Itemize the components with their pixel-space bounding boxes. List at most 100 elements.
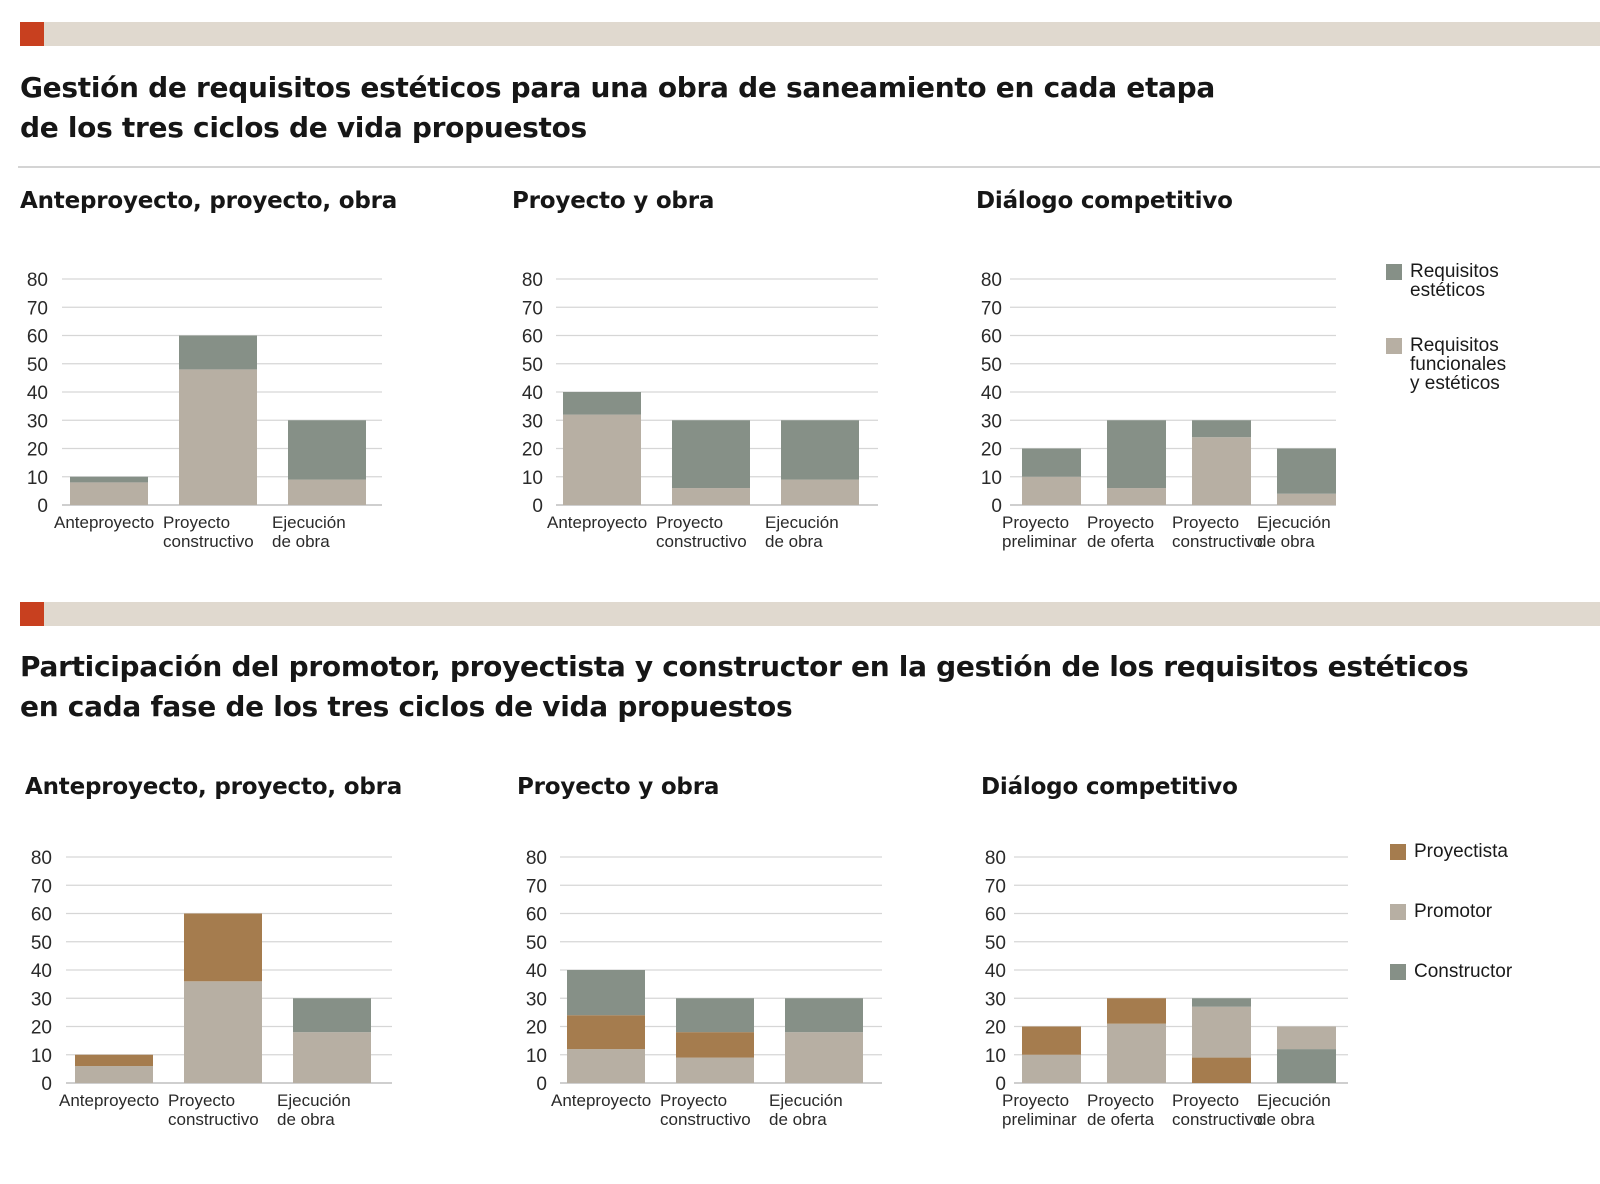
y-tick-label: 0: [37, 496, 48, 517]
y-tick-label: 80: [981, 270, 1002, 291]
chart-s2c3-title: Diálogo competitivo: [981, 774, 1238, 800]
y-tick-label: 0: [991, 496, 1002, 517]
x-tick-label: Proyecto: [1087, 513, 1154, 532]
section1-title-line1: Gestión de requisitos estéticos para una…: [20, 71, 1215, 104]
bar-segment-proyectista: [676, 1032, 754, 1058]
bar-segment-funcionales: [781, 479, 859, 505]
bar-segment-constructor: [785, 998, 863, 1033]
y-tick-label: 20: [981, 440, 1002, 461]
bar-segment-promotor: [293, 1032, 371, 1083]
x-tick-label: constructivo: [1172, 532, 1263, 551]
y-tick-label: 40: [985, 961, 1006, 982]
legend-label: Proyectista: [1414, 842, 1508, 861]
bar-segment-constructor: [1277, 1049, 1336, 1083]
bar-segment-constructor: [293, 998, 371, 1033]
y-tick-label: 50: [522, 355, 543, 376]
x-tick-label: Proyecto: [1002, 513, 1069, 532]
y-tick-label: 30: [981, 411, 1002, 432]
bar-segment-funcionales: [1277, 493, 1336, 505]
chart-s1c1-title: Anteproyecto, proyecto, obra: [20, 188, 398, 214]
bar-segment-esteticos: [781, 420, 859, 480]
y-tick-label: 70: [27, 298, 48, 319]
y-tick-label: 70: [981, 298, 1002, 319]
x-tick-label: Proyecto: [1087, 1091, 1154, 1110]
legend-label: Requisitos funcionales y estéticos: [1410, 336, 1506, 393]
y-tick-label: 40: [522, 383, 543, 404]
y-tick-label: 60: [522, 327, 543, 348]
y-tick-label: 20: [31, 1018, 52, 1039]
y-tick-label: 70: [985, 876, 1006, 897]
y-tick-label: 10: [27, 468, 48, 489]
x-tick-label: Proyecto: [168, 1091, 235, 1110]
y-tick-label: 80: [985, 848, 1006, 869]
bar-segment-promotor: [1107, 1023, 1166, 1083]
x-tick-label: de oferta: [1087, 532, 1155, 551]
x-tick-label: Proyecto: [656, 513, 723, 532]
y-tick-label: 0: [995, 1074, 1006, 1095]
bar-segment-esteticos: [672, 420, 750, 489]
legend-label-line: Proyectista: [1414, 841, 1508, 862]
y-tick-label: 20: [27, 440, 48, 461]
section1-title-line2: de los tres ciclos de vida propuestos: [20, 111, 587, 144]
legend-swatch-funcionales: [1386, 338, 1402, 354]
y-tick-label: 30: [526, 989, 547, 1010]
y-tick-label: 60: [526, 905, 547, 926]
legend-label-line: Constructor: [1414, 961, 1513, 982]
legend-swatch-esteticos: [1386, 264, 1402, 280]
x-tick-label: de obra: [765, 532, 823, 551]
y-tick-label: 80: [522, 270, 543, 291]
y-tick-label: 50: [27, 355, 48, 376]
bar-segment-promotor: [184, 981, 262, 1083]
x-tick-label: Ejecución: [769, 1091, 843, 1110]
section1-divider: [18, 166, 1600, 168]
y-tick-label: 40: [31, 961, 52, 982]
legend-label-line: funcionales: [1410, 354, 1507, 375]
y-tick-label: 10: [981, 468, 1002, 489]
y-tick-label: 40: [27, 383, 48, 404]
x-tick-label: Anteproyecto: [54, 513, 154, 532]
chart-s2c2-title: Proyecto y obra: [517, 774, 720, 800]
y-tick-label: 20: [522, 440, 543, 461]
y-tick-label: 10: [31, 1046, 52, 1067]
bar-segment-promotor: [1022, 1054, 1081, 1083]
x-tick-label: de obra: [277, 1110, 335, 1129]
bar-segment-funcionales: [1107, 488, 1166, 505]
x-tick-label: preliminar: [1002, 532, 1077, 551]
legend-label-line: y estéticos: [1410, 373, 1500, 394]
y-tick-label: 80: [27, 270, 48, 291]
y-tick-label: 30: [522, 411, 543, 432]
bar-segment-promotor: [75, 1066, 153, 1083]
bar-segment-proyectista: [184, 913, 262, 982]
bar-segment-proyectista: [567, 1015, 645, 1050]
x-tick-label: Anteproyecto: [551, 1091, 651, 1110]
x-tick-label: Proyecto: [163, 513, 230, 532]
y-tick-label: 10: [526, 1046, 547, 1067]
section1-accent-square: [20, 22, 44, 46]
bar-segment-promotor: [567, 1049, 645, 1083]
x-tick-label: Proyecto: [1172, 1091, 1239, 1110]
y-tick-label: 0: [532, 496, 543, 517]
section1-header-band: [20, 22, 1600, 46]
bar-segment-esteticos: [563, 392, 641, 415]
bar-segment-funcionales: [1192, 437, 1251, 505]
x-tick-label: constructivo: [1172, 1110, 1263, 1129]
section2-accent-square: [20, 602, 44, 626]
bar-segment-esteticos: [1022, 448, 1081, 477]
bar-segment-esteticos: [179, 335, 257, 370]
y-tick-label: 60: [981, 327, 1002, 348]
y-tick-label: 0: [41, 1074, 52, 1095]
bar-segment-proyectista: [1107, 998, 1166, 1024]
legend-swatch-proyectista: [1390, 844, 1406, 860]
y-tick-label: 50: [526, 933, 547, 954]
x-tick-label: constructivo: [168, 1110, 259, 1129]
bar-segment-funcionales: [179, 369, 257, 505]
section2-title: Participación del promotor, proyectista …: [20, 647, 1469, 727]
section2-title-line1: Participación del promotor, proyectista …: [20, 650, 1469, 683]
bar-segment-funcionales: [70, 482, 148, 505]
y-tick-label: 40: [526, 961, 547, 982]
bar-segment-esteticos: [70, 476, 148, 483]
y-tick-label: 50: [985, 933, 1006, 954]
